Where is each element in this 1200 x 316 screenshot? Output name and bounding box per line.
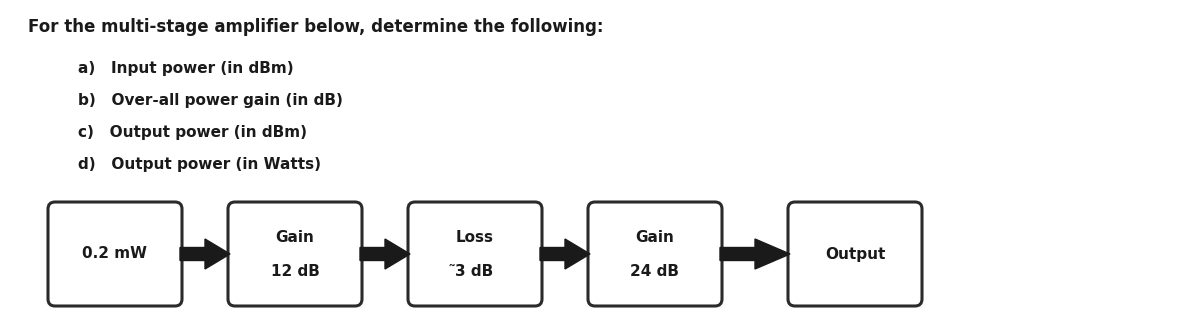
Text: Loss: Loss bbox=[456, 229, 494, 245]
Text: Gain: Gain bbox=[276, 229, 314, 245]
Text: b)   Over-all power gain (in dB): b) Over-all power gain (in dB) bbox=[78, 93, 343, 108]
FancyBboxPatch shape bbox=[228, 202, 362, 306]
Text: Output: Output bbox=[824, 246, 886, 262]
Text: c)   Output power (in dBm): c) Output power (in dBm) bbox=[78, 125, 307, 140]
FancyArrow shape bbox=[540, 239, 590, 269]
Text: 0.2 mW: 0.2 mW bbox=[83, 246, 148, 262]
Text: a)   Input power (in dBm): a) Input power (in dBm) bbox=[78, 61, 294, 76]
Text: d)   Output power (in Watts): d) Output power (in Watts) bbox=[78, 157, 322, 172]
Text: 12 dB: 12 dB bbox=[270, 264, 319, 278]
Text: For the multi-stage amplifier below, determine the following:: For the multi-stage amplifier below, det… bbox=[28, 18, 604, 36]
FancyBboxPatch shape bbox=[48, 202, 182, 306]
FancyBboxPatch shape bbox=[788, 202, 922, 306]
Text: 24 dB: 24 dB bbox=[630, 264, 679, 278]
FancyBboxPatch shape bbox=[588, 202, 722, 306]
FancyArrow shape bbox=[720, 239, 790, 269]
FancyArrow shape bbox=[360, 239, 410, 269]
FancyArrow shape bbox=[180, 239, 230, 269]
Text: Gain: Gain bbox=[636, 229, 674, 245]
FancyBboxPatch shape bbox=[408, 202, 542, 306]
Text: ̃3 dB: ̃3 dB bbox=[456, 264, 494, 278]
